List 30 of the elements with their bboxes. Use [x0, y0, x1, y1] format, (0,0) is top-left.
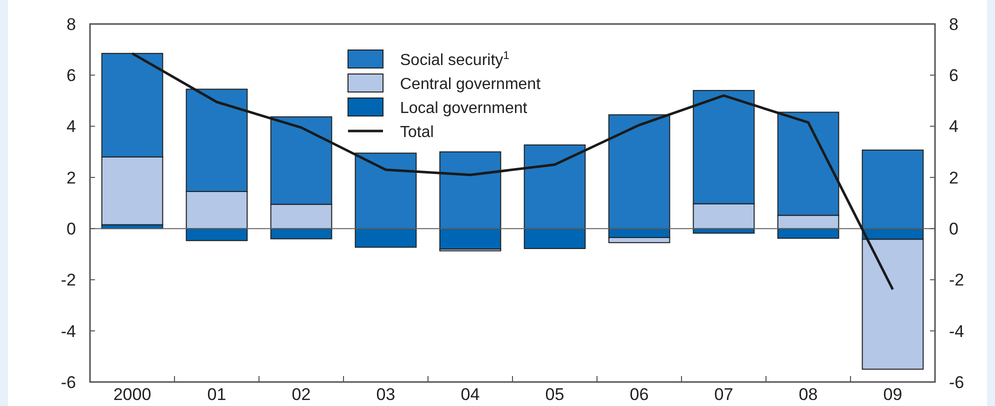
y-tick-label: -6	[60, 372, 76, 392]
y-tick-label: -2	[60, 270, 76, 290]
y2-tick-label: -4	[949, 322, 964, 341]
y2-tick-label: 0	[949, 220, 958, 239]
x-tick-label: 2000	[113, 385, 152, 404]
x-tick-label: 09	[883, 385, 902, 404]
y-tick-label: 6	[66, 66, 76, 86]
y2-tick-label: 4	[949, 117, 958, 136]
y-tick-label: 2	[66, 168, 76, 188]
legend-label: Social security$^{1}$	[400, 50, 510, 69]
y2-tick-label: 6	[949, 66, 958, 86]
y-tick-label: 8	[66, 14, 76, 34]
legend-label: Total	[400, 124, 434, 141]
y-tick-label: 4	[66, 117, 76, 136]
y2-tick-label: 8	[949, 14, 958, 34]
legend-label: Central government	[400, 76, 542, 93]
y-tick-label: 0	[66, 220, 76, 239]
y2-tick-label: 2	[949, 168, 958, 188]
x-tick-label: 06	[630, 385, 649, 404]
x-tick-label: 08	[798, 385, 818, 404]
x-tick-label: 05	[545, 385, 564, 404]
y-tick-label: -4	[60, 322, 76, 341]
legend-label: Local government	[400, 100, 528, 117]
y2-tick-label: -2	[949, 270, 964, 290]
x-tick-label: 01	[207, 385, 226, 404]
y2-tick-label: -6	[949, 372, 964, 392]
x-tick-label: 02	[292, 385, 311, 404]
x-tick-label: 03	[376, 385, 396, 404]
x-tick-label: 07	[714, 385, 734, 404]
x-tick-label: 04	[460, 385, 480, 404]
